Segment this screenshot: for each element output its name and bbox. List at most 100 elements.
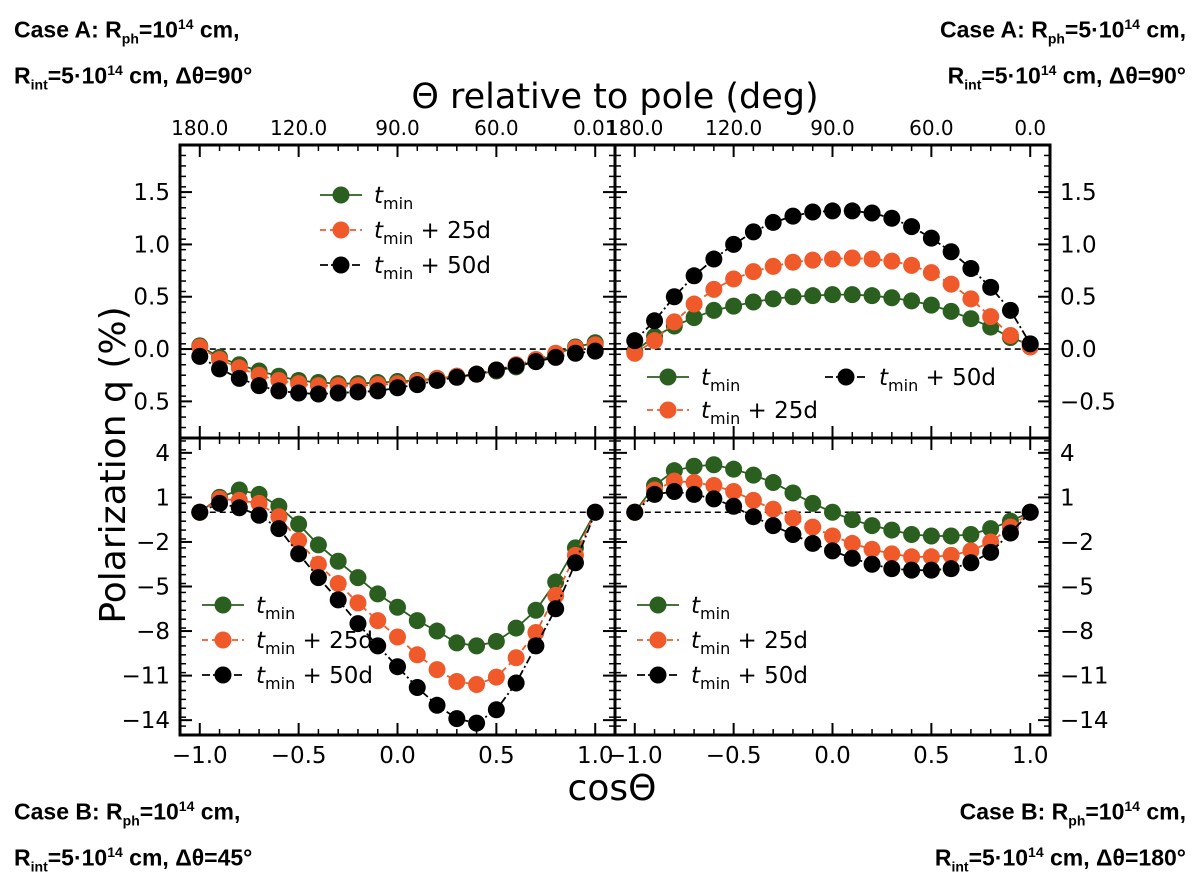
data-point-s1 — [369, 585, 387, 603]
data-point-s3 — [982, 543, 1000, 561]
data-point-s2 — [942, 275, 960, 293]
data-point-s3 — [566, 554, 584, 572]
y-tick-label: −2 — [136, 530, 170, 556]
data-point-s2 — [863, 540, 881, 558]
data-point-s3 — [942, 243, 960, 261]
data-point-s1 — [329, 552, 347, 570]
data-point-s2 — [685, 474, 703, 492]
top-tick-label: 0.0 — [1014, 116, 1046, 140]
data-point-s1 — [883, 521, 901, 539]
data-point-s2 — [784, 253, 802, 271]
data-point-s2 — [883, 252, 901, 270]
legend-label: tmin — [256, 593, 295, 623]
data-point-s1 — [725, 297, 743, 315]
data-point-s3 — [824, 202, 841, 220]
y-tick-label: −5 — [136, 575, 170, 601]
data-point-s2 — [922, 264, 940, 282]
y-tick-label: 0.5 — [133, 389, 170, 415]
corner-label-bottom-right: Case B: Rph=1014 cm, Rint=5·1014 cm, Δθ=… — [934, 798, 1186, 875]
data-point-s2 — [665, 313, 683, 331]
data-point-s2 — [685, 295, 703, 313]
data-point-s2 — [744, 491, 762, 509]
data-point-s3 — [408, 678, 426, 696]
data-point-s2 — [843, 249, 861, 267]
y-tick-label: 0.0 — [133, 337, 170, 363]
corner-label-bottom-left: Case B: Rph=1014 cm, Rint=5·1014 cm, Δθ=… — [14, 798, 253, 875]
legend-marker — [332, 186, 350, 204]
legend-label: tmin + 25d — [701, 398, 818, 428]
y-tick-label: 0.5 — [133, 285, 170, 311]
data-point-s3 — [290, 384, 308, 402]
data-point-s3 — [547, 348, 565, 366]
top-tick-label: 120.0 — [270, 116, 327, 140]
legend-entry-s1: tmin — [320, 183, 413, 213]
data-point-s3 — [764, 213, 782, 231]
data-point-s1 — [744, 293, 762, 311]
data-point-s2 — [824, 250, 841, 268]
data-point-s3 — [408, 376, 426, 394]
data-point-s3 — [764, 517, 782, 535]
legend-entry-s2: tmin + 25d — [647, 398, 818, 428]
legend-marker — [649, 631, 667, 649]
top-tick-label: 0.01 — [573, 116, 618, 140]
legend-entry-s3: tmin + 50d — [202, 663, 373, 693]
data-point-s1 — [705, 456, 723, 474]
y-tick-label: −14 — [1060, 708, 1109, 734]
data-point-s3 — [804, 203, 822, 221]
data-point-s2 — [487, 668, 505, 686]
data-point-s3 — [211, 494, 229, 512]
data-point-s1 — [942, 302, 960, 320]
y-tick-label: −8 — [136, 619, 170, 645]
y-tick-label: 4 — [155, 441, 170, 467]
x-tick-label: 0.0 — [379, 743, 416, 769]
data-point-s3 — [744, 508, 762, 526]
data-point-s1 — [744, 466, 762, 484]
data-point-s3 — [863, 204, 881, 222]
top-tick-label: 90.0 — [810, 116, 855, 140]
corner-label-top-left: Case A: Rph=1014 cm, Rint=5·1014 cm, Δθ=… — [14, 16, 253, 93]
data-point-s1 — [863, 517, 881, 535]
data-point-s1 — [903, 292, 921, 310]
data-point-s1 — [863, 287, 881, 305]
data-point-s2 — [903, 256, 921, 274]
data-point-s3 — [705, 490, 723, 508]
data-point-s3 — [250, 506, 268, 524]
legend-entry-s2: tmin + 25d — [320, 218, 491, 248]
legend-label: tmin + 25d — [691, 628, 808, 658]
legend-entry-s1: tmin — [637, 593, 730, 623]
legend-marker — [214, 631, 232, 649]
data-point-s3 — [685, 267, 703, 285]
data-point-s1 — [843, 511, 861, 529]
data-point-s1 — [903, 526, 921, 544]
data-point-s3 — [705, 250, 723, 268]
data-point-s2 — [744, 263, 762, 281]
data-point-s1 — [804, 287, 822, 305]
data-point-s3 — [468, 365, 486, 383]
top-axis-title: Θ relative to pole (deg) — [411, 77, 818, 117]
top-tick-label: 60.0 — [909, 116, 954, 140]
data-point-s1 — [804, 494, 822, 512]
data-point-s1 — [942, 527, 960, 545]
legend-label: tmin — [374, 183, 413, 213]
y-tick-label: −11 — [1060, 664, 1109, 690]
legend-marker — [659, 401, 677, 419]
y-tick-label: 0.5 — [1060, 285, 1097, 311]
data-point-s1 — [309, 536, 327, 554]
data-point-s2 — [982, 308, 1000, 326]
data-point-s3 — [586, 342, 604, 360]
x-tick-label: 0.0 — [814, 743, 851, 769]
data-point-s3 — [566, 344, 584, 362]
data-point-s3 — [270, 520, 288, 538]
data-point-s3 — [369, 382, 387, 400]
data-point-s3 — [389, 379, 406, 397]
y-tick-label: 0.0 — [1060, 337, 1097, 363]
legend-label: tmin — [691, 593, 730, 623]
data-point-s3 — [626, 332, 644, 350]
data-point-s3 — [646, 312, 664, 330]
data-point-s2 — [527, 624, 545, 642]
data-point-s3 — [922, 229, 940, 247]
data-point-s2 — [824, 527, 841, 545]
data-point-s1 — [527, 601, 545, 619]
data-point-s3 — [665, 482, 683, 500]
